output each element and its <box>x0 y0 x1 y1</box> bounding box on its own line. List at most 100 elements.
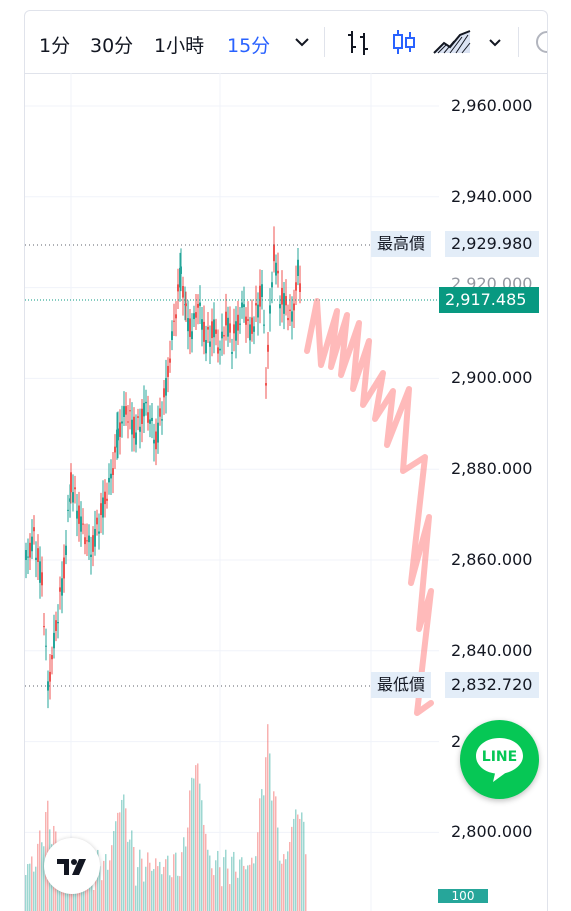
volume-bar <box>237 877 239 911</box>
volume-bar <box>201 800 203 911</box>
candlestick <box>281 270 283 323</box>
volume-bar <box>107 869 109 911</box>
candlestick <box>165 359 167 414</box>
candlestick <box>205 325 207 362</box>
volume-bar <box>271 800 273 911</box>
candlestick <box>235 306 237 359</box>
candlestick <box>82 508 84 535</box>
volume-bar <box>123 794 125 911</box>
line-button-label: LINE <box>481 749 518 765</box>
candlestick <box>47 670 49 709</box>
candlesticks <box>25 226 301 709</box>
volume-bar <box>191 777 193 911</box>
candlestick <box>129 398 131 430</box>
line-share-button[interactable]: LINE <box>460 720 539 799</box>
timeframe-1m[interactable]: 1分 <box>39 35 71 57</box>
candlestick <box>177 268 179 309</box>
candlestick <box>161 401 163 435</box>
candlestick <box>229 306 231 343</box>
bars-chart-icon[interactable] <box>343 27 373 57</box>
toolbar-divider <box>518 27 519 57</box>
candlestick <box>267 332 269 369</box>
price-axis-label: 2,940.000 <box>451 186 533 206</box>
volume-bar <box>187 827 189 911</box>
candlestick <box>98 513 100 550</box>
tradingview-logo[interactable] <box>44 838 100 894</box>
candlestick <box>90 536 92 575</box>
volume-bar <box>169 875 171 911</box>
volume-bar <box>207 849 209 911</box>
timeframe-1h[interactable]: 1小時 <box>154 35 205 57</box>
volume-bar <box>305 854 307 911</box>
volume-bar <box>27 864 29 911</box>
candlestick <box>193 305 195 327</box>
volume-bar <box>183 837 185 911</box>
volume-bar <box>225 849 227 911</box>
candlestick <box>295 265 297 306</box>
volume-bar <box>29 863 31 911</box>
volume-bar <box>181 852 183 911</box>
low-price-value: 2,832.720 <box>445 672 539 698</box>
candlestick <box>291 296 293 340</box>
volume-bar <box>267 724 269 911</box>
volume-bar <box>133 847 135 911</box>
volume-bar <box>197 763 199 911</box>
price-axis-label: 2,900.000 <box>451 368 533 388</box>
volume-bar <box>41 842 43 911</box>
volume-bar <box>293 818 295 911</box>
volume-bar <box>263 795 265 911</box>
volume-bar <box>119 812 121 911</box>
volume-bar <box>103 860 105 911</box>
candles-chart-icon[interactable] <box>389 27 419 57</box>
candlestick <box>86 523 88 556</box>
volume-bar <box>85 883 87 911</box>
candlestick <box>195 294 197 331</box>
candlestick <box>39 546 41 599</box>
volume-bar <box>175 852 177 911</box>
current-price-value: 2,917.485 <box>439 287 539 313</box>
candlestick <box>185 291 187 323</box>
chevron-down-icon[interactable] <box>287 27 317 57</box>
candlestick <box>72 474 74 512</box>
volume-bar <box>193 778 195 911</box>
candlestick <box>141 398 143 443</box>
candlestick <box>27 538 29 574</box>
candlestick <box>117 411 119 459</box>
volume-bar <box>287 851 289 911</box>
candlestick <box>94 510 96 556</box>
volume-bar <box>127 841 129 911</box>
chart-canvas[interactable] <box>25 73 547 911</box>
volume-bar <box>279 860 281 911</box>
candlestick <box>263 309 265 334</box>
volume-bar <box>241 857 243 911</box>
volume-bar <box>211 868 213 911</box>
volume-bar <box>189 790 191 911</box>
candlestick <box>271 271 273 304</box>
volume-bar <box>227 868 229 911</box>
timeframe-15m[interactable]: 15分 <box>227 35 271 57</box>
volume-bar <box>223 857 225 911</box>
chevron-down-icon[interactable] <box>480 27 510 57</box>
volume-bar <box>235 871 237 911</box>
price-axis-label: 2,800.000 <box>451 822 533 842</box>
volume-bar <box>33 871 35 911</box>
timeframe-30m[interactable]: 30分 <box>90 35 134 57</box>
candlestick <box>84 523 86 555</box>
candlestick <box>145 389 147 416</box>
candlestick <box>275 254 277 285</box>
candlestick <box>108 463 110 495</box>
candlestick <box>243 286 245 323</box>
price-axis-label: 2,960.000 <box>451 96 533 115</box>
candlestick <box>251 299 253 342</box>
price-chart[interactable]: 2,960.000 2,940.000 2,900.000 2,880.000 2,86… <box>25 73 547 911</box>
candlestick <box>187 300 189 350</box>
candlestick <box>127 404 129 439</box>
volume-bar <box>217 850 219 911</box>
volume-bar <box>141 858 143 911</box>
area-chart-icon[interactable] <box>432 27 472 57</box>
settings-icon[interactable] <box>532 27 548 57</box>
volume-bar <box>113 831 115 911</box>
volume-bar <box>213 875 215 911</box>
volume-bar <box>179 876 181 911</box>
candlestick <box>255 285 257 323</box>
